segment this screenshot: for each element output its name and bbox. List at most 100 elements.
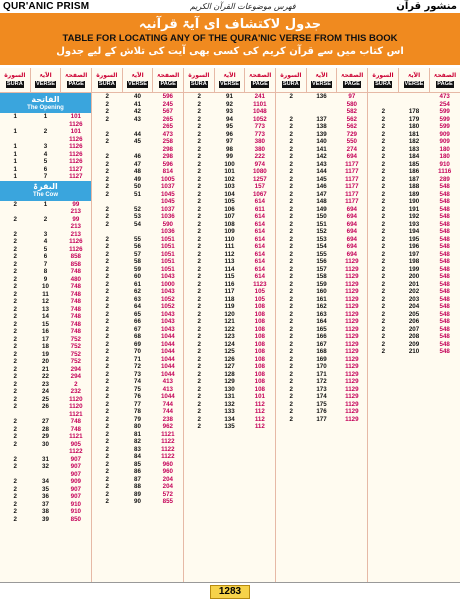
sura-cell: 2	[197, 190, 201, 198]
table-row: 2 100 974	[184, 161, 275, 169]
sura-cell: 2	[197, 115, 201, 123]
sura-cell: 2	[13, 418, 17, 425]
verse-cell: 106	[224, 205, 235, 213]
table-row: 2 72 1044	[92, 363, 183, 371]
page-cell: 596	[162, 93, 173, 100]
table-row: 2 87 204	[92, 476, 183, 484]
table-row: 254	[368, 101, 460, 109]
table-row: 2 195 548	[368, 236, 460, 244]
page-cell: 157	[254, 183, 265, 190]
verse-cell	[306, 101, 336, 109]
table-row: 213	[0, 223, 91, 231]
verse-cell: 132	[224, 400, 235, 408]
page-cell: 108	[254, 333, 265, 340]
page-cell: 1177	[345, 198, 359, 205]
table-row: 1 3 1126	[0, 143, 91, 151]
sura-cell: 2	[197, 205, 201, 213]
table-row: 2 166 1129	[276, 333, 367, 341]
sura-cell: 2	[197, 303, 201, 310]
table-row: 2 86 960	[92, 468, 183, 476]
table-row: 2 9 480	[0, 276, 91, 284]
sura-cell: 2	[13, 365, 17, 373]
page-cell: 222	[254, 153, 265, 160]
page-cell: 548	[439, 325, 450, 333]
verse-cell: 159	[316, 280, 327, 288]
page-cell: 1037	[160, 205, 175, 213]
sura-cell: 2	[105, 243, 109, 250]
page-cell: 907	[70, 493, 81, 500]
page-cell: 1129	[345, 325, 359, 333]
page-cell: 960	[162, 460, 173, 468]
sura-cell	[0, 471, 30, 479]
page-cell: 773	[254, 123, 265, 130]
table-row: 2 48 814	[92, 168, 183, 176]
sura-cell: 2	[13, 305, 17, 313]
page-cell: 694	[346, 228, 357, 235]
verse-cell: 177	[316, 415, 327, 423]
table-column-1: السورة SURA الآیۃ VERSE الصفحۃ PAGE الفاتحة…	[0, 68, 92, 582]
page-number: 1283	[209, 585, 251, 599]
table-row: 2 96 773	[184, 131, 275, 139]
page-cell: 748	[70, 320, 81, 328]
page-cell: 232	[70, 388, 81, 395]
page-cell: 101	[254, 393, 265, 400]
verse-cell: 64	[134, 303, 141, 310]
verse-cell: 193	[408, 220, 420, 228]
page-cell: 1126	[69, 135, 83, 143]
verse-cell: 9	[43, 275, 48, 283]
column-header: السورة SURA الآیۃ VERSE الصفحۃ PAGE	[184, 68, 275, 93]
table-row: 2 85 960	[92, 461, 183, 469]
sura-cell: 2	[13, 373, 17, 380]
sura-cell: 2	[105, 183, 109, 190]
table-row: 2 71 1044	[92, 356, 183, 364]
verse-header-urdu: الآیۃ	[39, 72, 52, 79]
page-cell: 1129	[345, 303, 359, 310]
table-row: 2 103 157	[184, 183, 275, 191]
table-row: 2 45 258	[92, 138, 183, 146]
sura-cell: 2	[381, 175, 386, 183]
page-cell: 548	[439, 198, 450, 205]
sura-cell: 2	[381, 235, 386, 243]
sura-cell: 2	[289, 288, 293, 295]
sura-cell: 2	[13, 253, 17, 260]
page-cell: 1122	[161, 445, 175, 453]
page-cell: 855	[162, 498, 173, 505]
page-cell: 1177	[345, 183, 359, 190]
sura-cell: 2	[381, 205, 386, 213]
sura-cell: 2	[197, 258, 201, 265]
verse-cell: 107	[224, 213, 235, 220]
verse-cell: 87	[134, 475, 141, 483]
page-cell: 1045	[160, 190, 175, 198]
sura-cell: 2	[289, 198, 293, 205]
verse-cell: 17	[42, 335, 49, 343]
table-row: 2 115 614	[184, 273, 275, 281]
page-cell: 101	[70, 128, 81, 135]
sura-cell	[0, 223, 30, 231]
sura-cell: 2	[105, 325, 109, 333]
table-row: 2 102 1257	[184, 176, 275, 184]
page-cell: 548	[439, 205, 450, 213]
table-row: 2 104 1067	[184, 191, 275, 199]
sura-cell: 2	[381, 325, 386, 333]
table-row: 2 30 905	[0, 441, 91, 449]
page-cell: 744	[162, 400, 173, 408]
table-row: 2 93 1048	[184, 108, 275, 116]
sura-cell: 2	[289, 325, 293, 333]
sura-cell: 2	[13, 403, 17, 410]
verse-cell: 113	[224, 258, 235, 265]
verse-cell: 175	[316, 400, 327, 408]
table-row: 2 109 614	[184, 228, 275, 236]
sura-cell: 2	[105, 220, 109, 228]
verse-cell: 119	[224, 303, 235, 310]
sura-cell: 2	[381, 198, 386, 205]
table-row: 2 26 1120	[0, 403, 91, 411]
verse-cell: 46	[134, 153, 141, 160]
page-cell: 694	[346, 243, 357, 250]
page-cell: 748	[70, 290, 81, 298]
verse-cell: 42	[134, 108, 141, 115]
sura-cell: 2	[197, 385, 201, 393]
table-row: 2 119 108	[184, 303, 275, 311]
page-cell: 694	[346, 250, 357, 258]
table-row: 2 150 694	[276, 213, 367, 221]
table-row: 2 15 748	[0, 321, 91, 329]
